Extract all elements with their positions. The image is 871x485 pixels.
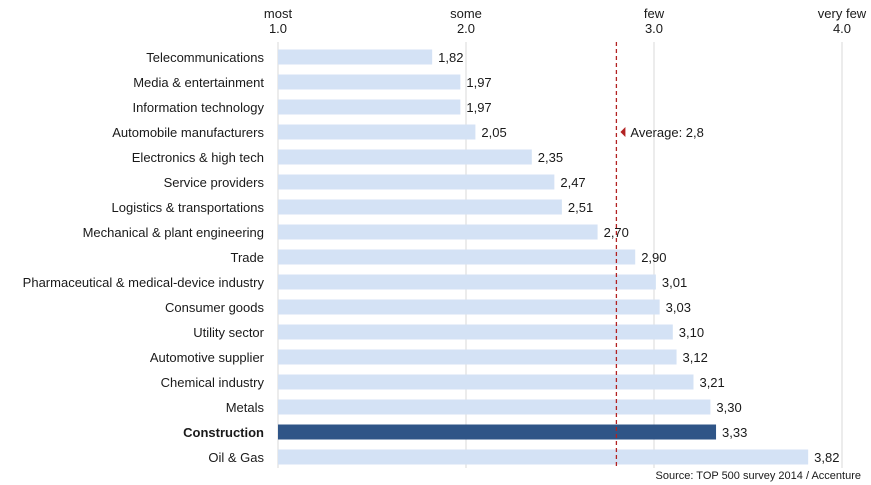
x-tick-word: some [450, 6, 482, 21]
bar [278, 424, 717, 440]
category-label: Trade [231, 250, 264, 265]
average-marker: Average: 2,8 [615, 42, 704, 468]
category-label: Utility sector [193, 325, 264, 340]
value-label: 2,90 [641, 250, 666, 265]
category-label: Information technology [132, 100, 264, 115]
value-label: 3,30 [716, 400, 741, 415]
x-tick-word: few [644, 6, 665, 21]
bar [278, 249, 636, 265]
category-label: Pharmaceutical & medical-device industry [23, 275, 265, 290]
value-label: 1,97 [466, 100, 491, 115]
category-labels: Telecommunications Media & entertainment I… [23, 50, 265, 465]
x-tick-number: 2.0 [457, 21, 475, 36]
category-label: Mechanical & plant engineering [83, 225, 264, 240]
bar [278, 324, 673, 340]
category-label: Metals [226, 400, 265, 415]
value-label: 3,33 [722, 425, 747, 440]
value-label: 1,82 [438, 50, 463, 65]
value-label: 3,21 [699, 375, 724, 390]
bar [278, 299, 660, 315]
value-label: 2,05 [481, 125, 506, 140]
value-label: 3,10 [679, 325, 704, 340]
value-label: 2,35 [538, 150, 563, 165]
bar [278, 349, 677, 365]
x-tick-number: 4.0 [833, 21, 851, 36]
category-label: Service providers [164, 175, 265, 190]
bar [278, 224, 598, 240]
category-label: Oil & Gas [208, 450, 264, 465]
value-label: 1,97 [466, 75, 491, 90]
category-label: Media & entertainment [133, 75, 264, 90]
category-label: Automotive supplier [150, 350, 265, 365]
bar [278, 124, 476, 140]
value-label: 3,01 [662, 275, 687, 290]
value-label: 3,03 [666, 300, 691, 315]
bar [278, 174, 555, 190]
category-label: Telecommunications [146, 50, 264, 65]
category-label: Construction [183, 425, 264, 440]
value-labels: 1,821,971,972,052,352,472,512,702,903,01… [438, 50, 839, 465]
category-label: Electronics & high tech [132, 150, 264, 165]
x-tick-number: 3.0 [645, 21, 663, 36]
bar [278, 49, 433, 65]
bars [278, 49, 809, 465]
category-label: Chemical industry [161, 375, 265, 390]
category-label: Consumer goods [165, 300, 264, 315]
category-label: Logistics & transportations [112, 200, 265, 215]
bar [278, 74, 461, 90]
value-label: 3,12 [683, 350, 708, 365]
bar [278, 274, 656, 290]
x-tick-word: very few [818, 6, 867, 21]
average-arrow-icon [620, 127, 626, 137]
bar [278, 449, 809, 465]
average-label: Average: 2,8 [630, 125, 703, 140]
value-label: 3,82 [814, 450, 839, 465]
x-tick-number: 1.0 [269, 21, 287, 36]
source-note: Source: TOP 500 survey 2014 / Accenture [656, 470, 861, 482]
x-tick-word: most [264, 6, 293, 21]
category-label: Automobile manufacturers [112, 125, 264, 140]
bar [278, 149, 532, 165]
bar [278, 199, 562, 215]
bar [278, 399, 711, 415]
bar [278, 99, 461, 115]
value-label: 2,47 [560, 175, 585, 190]
value-label: 2,51 [568, 200, 593, 215]
bar [278, 374, 694, 390]
